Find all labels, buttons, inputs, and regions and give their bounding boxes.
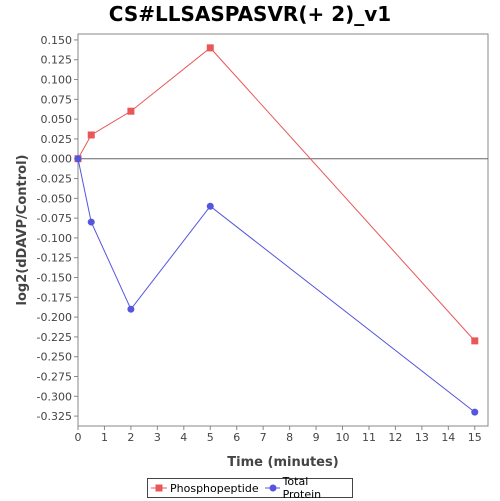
x-tick-label: 6 [233,431,240,444]
x-tick-label: 1 [101,431,108,444]
y-tick-label: -0.225 [37,331,72,344]
x-axis-label: Time (minutes) [227,455,338,470]
y-tick-label: -0.275 [37,371,72,384]
series-1 [74,155,479,416]
y-tick-label: 0.000 [41,153,73,166]
legend-item: Phosphopeptide [151,482,259,495]
x-tick-label: 8 [286,431,293,444]
y-tick-label: -0.325 [37,410,72,423]
y-tick-label: -0.100 [37,232,72,245]
y-tick-label: 0.100 [41,74,73,87]
x-tick-label: 5 [207,431,214,444]
y-tick-label: -0.200 [37,311,72,324]
y-tick-label: -0.175 [37,291,72,304]
y-tick-label: 0.075 [41,93,73,106]
y-tick-label: -0.250 [37,351,72,364]
x-tick-label: 11 [362,431,376,444]
data-point [127,107,135,115]
axis-ticks: 0 1 2 3 4 5 6 7 8 9 10 11 12 13 14 150.1500.1250.1000.0… [37,34,482,444]
y-tick-label: -0.125 [37,252,72,265]
y-tick-label: -0.150 [37,272,72,285]
x-tick-label: 14 [441,431,455,444]
square-marker-icon [151,484,167,492]
y-tick-label: -0.025 [37,173,72,186]
x-tick-label: 2 [127,431,134,444]
x-tick-label: 3 [154,431,161,444]
x-tick-label: 10 [336,431,350,444]
data-point [471,408,479,416]
x-tick-label: 13 [415,431,429,444]
y-tick-label: -0.300 [37,390,72,403]
x-tick-label: 7 [260,431,267,444]
chart-title: CS#LLSASPASVR(+ 2)_v1 [108,2,392,26]
data-point [87,131,95,139]
legend: Phosphopeptide Total Protein [147,475,353,501]
y-tick-label: -0.075 [37,212,72,225]
y-tick-label: 0.150 [41,34,73,47]
x-tick-label: 12 [388,431,402,444]
data-point [87,218,95,226]
x-tick-label: 15 [468,431,482,444]
series-group [74,44,479,416]
legend-label: Total Protein [282,475,322,501]
y-tick-label: 0.025 [41,133,73,146]
data-point [206,202,214,210]
data-point [74,155,82,163]
legend-label: Phosphopeptide [170,481,259,495]
data-point [471,337,479,345]
circle-marker-icon [264,484,280,492]
plot-area [77,33,489,427]
x-tick-label: 0 [75,431,82,444]
data-point [127,305,135,313]
x-tick-label: 4 [180,431,187,444]
y-tick-label: 0.050 [41,113,73,126]
y-axis-label: log2(dDAVP/Control) [15,155,30,306]
y-tick-label: -0.050 [37,192,72,205]
legend-item: Total Protein [264,475,346,501]
x-tick-label: 9 [313,431,320,444]
y-tick-label: 0.125 [41,54,73,67]
data-point [206,44,214,52]
